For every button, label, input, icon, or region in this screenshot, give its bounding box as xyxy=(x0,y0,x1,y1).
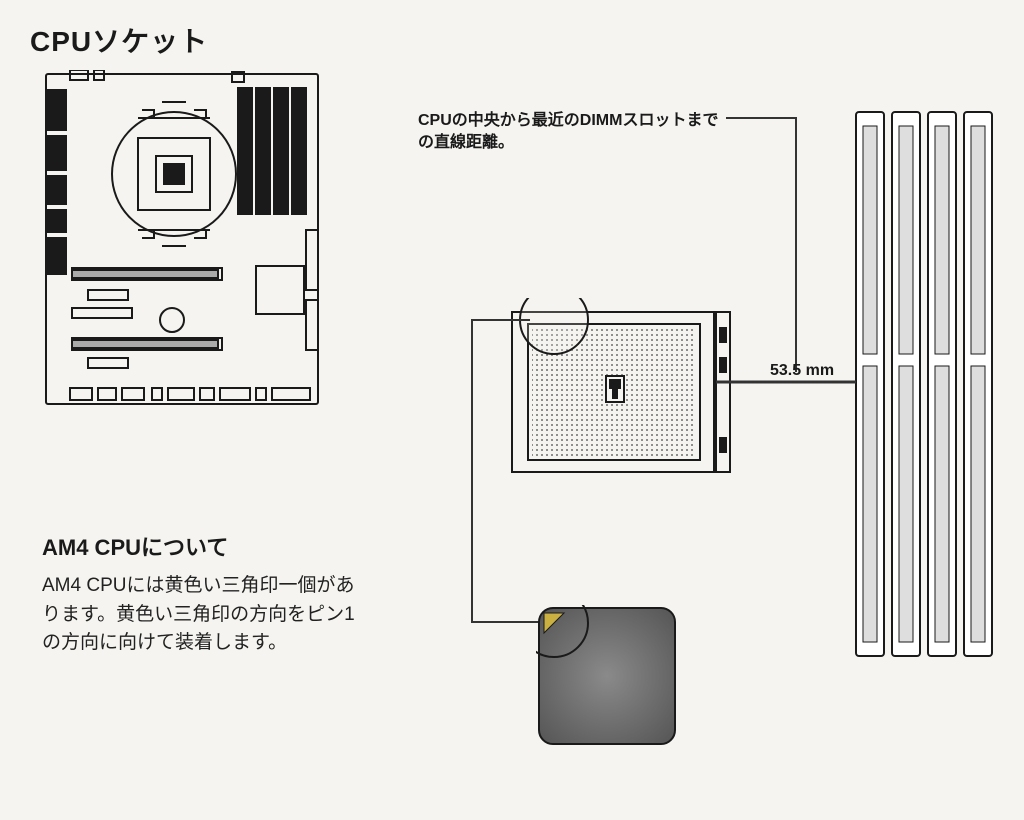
am4-description: AM4 CPUには黄色い三角印一個があります。黄色い三角印の方向をピン1の方向に… xyxy=(42,572,372,658)
cpu-chip-diagram xyxy=(536,605,678,747)
motherboard-diagram xyxy=(42,70,322,410)
am4-subtitle: AM4 CPUについて xyxy=(42,530,228,562)
page-title: CPUソケット xyxy=(30,20,994,60)
dimm-distance-callout: CPUの中央から最近のDIMMスロットまでの直線距離。 xyxy=(418,110,728,155)
callout-leader-line xyxy=(724,114,854,374)
measurement-line xyxy=(716,378,856,386)
pin1-connector-line xyxy=(470,318,560,628)
dimm-slots-diagram xyxy=(854,110,994,660)
